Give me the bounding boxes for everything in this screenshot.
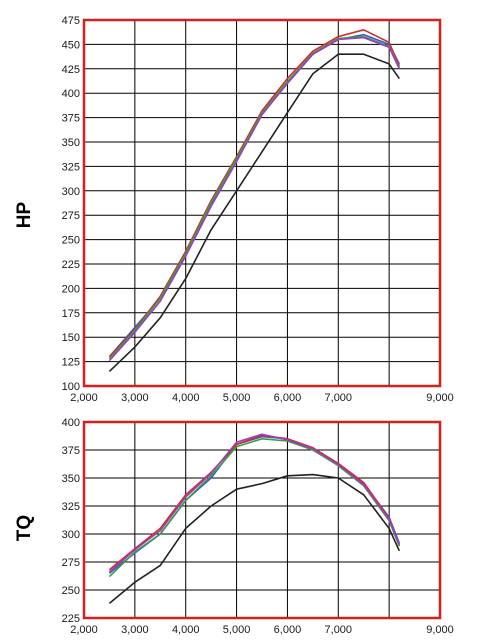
series-line-1 (108, 473, 401, 605)
chart-panel-2: 225 250 275 300 325 350 375 400 2,000 3,000 4,000 5… (14, 417, 454, 636)
x-tick-label: 7,000 (325, 392, 353, 404)
x-tick-label: 3,000 (121, 392, 149, 404)
x-tick-label: 3,000 (121, 624, 149, 636)
y-tick-label: 350 (62, 137, 80, 149)
x-tick-label: 5,000 (223, 392, 251, 404)
x-tick-label: 4,000 (172, 624, 200, 636)
y-tick-label: 400 (62, 417, 80, 429)
y-tick-label: 325 (62, 501, 80, 513)
y-tick-label: 150 (62, 332, 80, 344)
series-line-1 (108, 53, 400, 372)
plot-frame (82, 18, 442, 388)
plot-frame (82, 420, 442, 620)
y-axis-label: HP (14, 201, 35, 228)
y-tick-label: 425 (62, 64, 80, 76)
x-tick-label: 9,000 (426, 624, 454, 636)
y-tick-label: 275 (62, 210, 80, 222)
series-line-3 (108, 434, 401, 571)
y-tick-label: 475 (62, 15, 80, 27)
x-tick-label: 4,000 (172, 392, 200, 404)
y-tick-label: 250 (62, 585, 80, 597)
series-line-5 (108, 433, 401, 573)
y-tick-label: 225 (62, 613, 80, 625)
y-tick-label: 275 (62, 557, 80, 569)
x-tick-label: 2,000 (70, 624, 98, 636)
y-tick-label: 225 (62, 259, 80, 271)
y-tick-label: 375 (62, 445, 80, 457)
y-tick-label: 200 (62, 283, 80, 295)
x-tick-label: 5,000 (223, 624, 251, 636)
series-line-5 (108, 36, 401, 362)
series-line-3 (108, 28, 401, 358)
y-tick-label: 400 (62, 88, 80, 100)
series-line-4 (108, 35, 401, 360)
x-tick-label: 6,000 (274, 624, 302, 636)
y-axis-label: TQ (14, 515, 35, 541)
y-tick-label: 350 (62, 473, 80, 485)
y-tick-label: 325 (62, 161, 80, 173)
y-tick-label: 300 (62, 529, 80, 541)
y-tick-label: 300 (62, 186, 80, 198)
y-tick-label: 250 (62, 235, 80, 247)
y-tick-label: 450 (62, 39, 80, 51)
y-tick-label: 375 (62, 113, 80, 125)
y-tick-label: 100 (62, 381, 80, 393)
x-tick-label: 9,000 (426, 392, 454, 404)
y-tick-label: 175 (62, 308, 80, 320)
x-tick-label: 7,000 (325, 624, 353, 636)
x-tick-label: 6,000 (274, 392, 302, 404)
chart-panel-1: 100 125 150 175 200 225 250 275 300 325 350 375 400 4… (14, 15, 454, 404)
y-tick-label: 125 (62, 357, 80, 369)
x-tick-label: 2,000 (70, 392, 98, 404)
